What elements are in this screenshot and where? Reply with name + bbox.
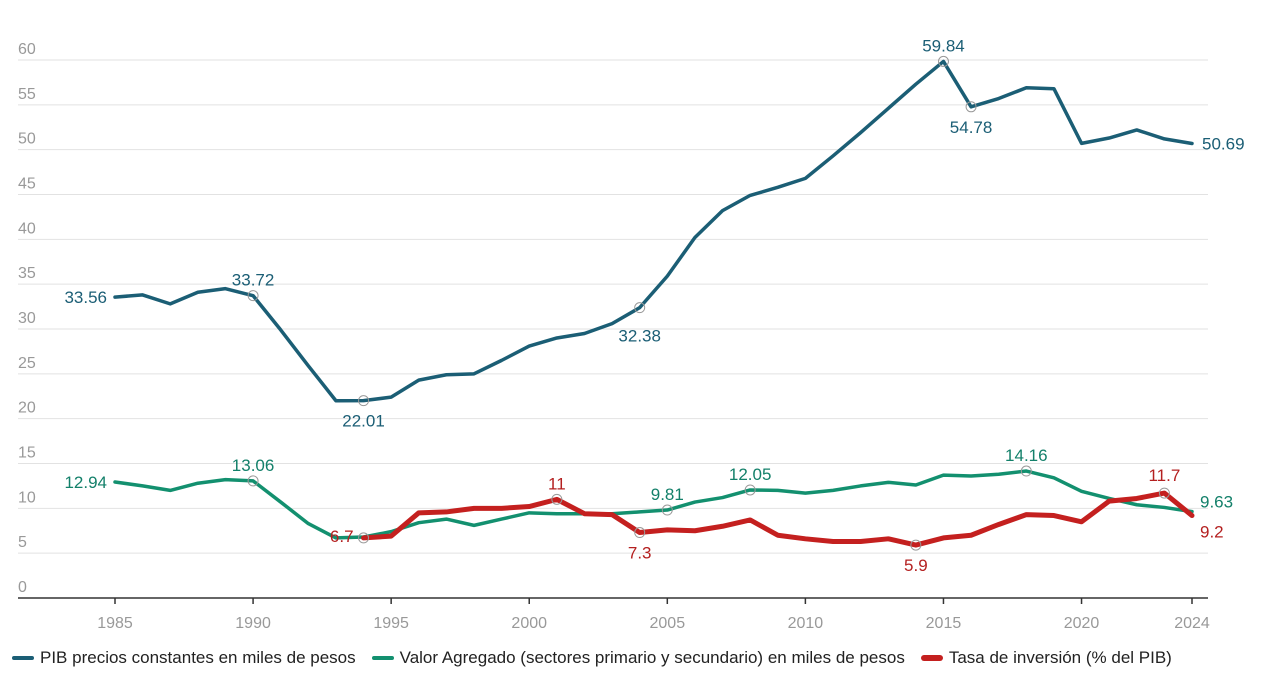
legend-swatch-valor-agregado (371, 656, 394, 660)
series-line-1 (113, 469, 1194, 540)
data-point-marker (1158, 487, 1170, 499)
data-label: 33.72 (232, 271, 275, 290)
data-label: 5.9 (904, 556, 928, 575)
legend-label: Tasa de inversión (% del PIB) (948, 648, 1172, 667)
y-tick-label: 40 (18, 220, 36, 237)
data-label: 32.38 (618, 327, 661, 346)
data-label: 33.56 (64, 288, 107, 307)
y-tick-label: 50 (18, 131, 36, 148)
data-label: 14.16 (1005, 446, 1048, 465)
x-tick-label: 2000 (511, 615, 547, 632)
legend-item-valor-agregado[interactable]: Valor Agregado (sectores primario y secu… (371, 648, 905, 668)
y-tick-label: 30 (18, 310, 36, 327)
data-point-marker (965, 101, 977, 113)
legend-swatch-tasa-inversion (920, 655, 943, 661)
data-point-marker (634, 302, 646, 314)
data-point-marker (937, 55, 949, 67)
data-point-marker (661, 504, 673, 516)
legend-item-pib[interactable]: PIB precios constantes en miles de pesos (12, 648, 356, 668)
y-tick-label: 35 (18, 265, 36, 282)
data-point-marker (358, 395, 370, 407)
x-tick-label: 2020 (1064, 615, 1100, 632)
data-point-marker (634, 527, 646, 539)
y-tick-label: 55 (18, 86, 36, 103)
data-label: 54.78 (950, 118, 993, 137)
y-tick-label: 10 (18, 489, 36, 506)
data-point-marker (247, 475, 259, 487)
x-tick-label: 1990 (235, 615, 271, 632)
y-tick-label: 5 (18, 534, 27, 551)
x-tick-label: 1985 (97, 615, 133, 632)
data-label: 12.05 (729, 465, 772, 484)
x-tick-label: 2010 (788, 615, 824, 632)
data-point-marker (247, 290, 259, 302)
data-label: 22.01 (342, 412, 385, 431)
data-point-marker (744, 484, 756, 496)
data-label: 13.06 (232, 456, 275, 475)
data-label: 9.2 (1200, 523, 1224, 542)
y-tick-label: 45 (18, 176, 36, 193)
series-line-2 (361, 490, 1195, 548)
legend-item-tasa-inversion[interactable]: Tasa de inversión (% del PIB) (920, 648, 1172, 668)
legend: PIB precios constantes en miles de pesos… (12, 648, 1172, 668)
data-point-marker (1020, 465, 1032, 477)
legend-label: Valor Agregado (sectores primario y secu… (399, 648, 905, 667)
y-tick-label: 60 (18, 41, 36, 58)
legend-label: PIB precios constantes en miles de pesos (40, 648, 356, 667)
data-point-marker (910, 539, 922, 551)
y-tick-label: 0 (18, 579, 27, 596)
data-label: 6.7 (330, 527, 354, 546)
data-point-marker (551, 493, 563, 505)
data-point-marker (358, 532, 370, 544)
data-label: 9.81 (651, 485, 684, 504)
data-label: 9.63 (1200, 493, 1233, 512)
x-tick-label: 1995 (373, 615, 409, 632)
x-tick-label: 2024 (1174, 615, 1210, 632)
x-tick-label: 2005 (650, 615, 686, 632)
y-tick-label: 20 (18, 400, 36, 417)
x-tick-label: 2015 (926, 615, 962, 632)
y-tick-label: 25 (18, 355, 36, 372)
data-label: 7.3 (628, 544, 652, 563)
data-label: 12.94 (64, 473, 107, 492)
data-label: 50.69 (1202, 134, 1245, 153)
y-tick-label: 15 (18, 445, 36, 462)
legend-swatch-pib (12, 656, 34, 660)
data-label: 11.7 (1148, 466, 1180, 485)
line-chart: 0 5 10 15 20 25 30 35 40 45 50 55 60 1985 1990 1995 2000… (18, 36, 1245, 632)
series-line-0 (113, 59, 1194, 403)
data-label: 59.84 (922, 36, 965, 55)
data-label: 11 (548, 474, 566, 493)
